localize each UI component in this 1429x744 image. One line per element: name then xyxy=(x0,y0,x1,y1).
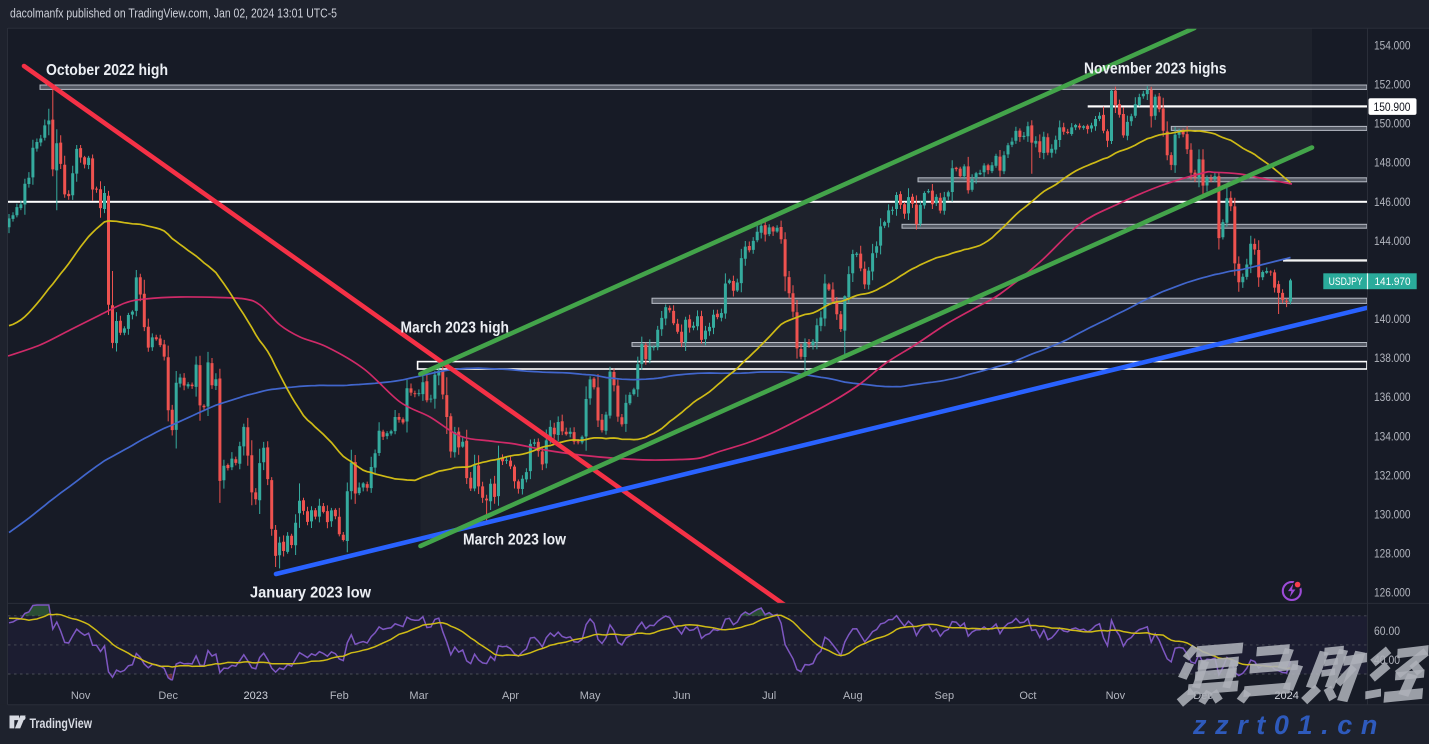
svg-text:Nov: Nov xyxy=(71,690,91,702)
svg-text:136.000: 136.000 xyxy=(1374,390,1411,404)
svg-text:USDJPY: USDJPY xyxy=(1329,276,1363,288)
svg-text:November 2023 highs: November 2023 highs xyxy=(1084,61,1227,78)
svg-text:150.900: 150.900 xyxy=(1374,100,1411,114)
svg-text:146.000: 146.000 xyxy=(1374,195,1411,209)
svg-text:zzrt01.cn: zzrt01.cn xyxy=(1192,710,1386,739)
svg-text:2023: 2023 xyxy=(244,690,268,702)
svg-text:Apr: Apr xyxy=(502,690,519,702)
svg-text:140.000: 140.000 xyxy=(1374,312,1411,326)
svg-text:128.000: 128.000 xyxy=(1374,547,1411,561)
svg-text:Feb: Feb xyxy=(330,690,349,702)
svg-text:Jun: Jun xyxy=(673,690,691,702)
svg-text:152.000: 152.000 xyxy=(1374,78,1411,92)
svg-text:TradingView: TradingView xyxy=(30,716,93,731)
svg-text:154.000: 154.000 xyxy=(1374,39,1411,53)
svg-text:126.000: 126.000 xyxy=(1374,586,1411,600)
svg-text:Sep: Sep xyxy=(935,690,955,702)
svg-text:March 2023 high: March 2023 high xyxy=(401,319,510,336)
svg-text:Jul: Jul xyxy=(762,690,776,702)
svg-text:Nov: Nov xyxy=(1106,690,1126,702)
svg-text:May: May xyxy=(580,690,601,702)
svg-text:Mar: Mar xyxy=(409,690,428,702)
svg-text:Oct: Oct xyxy=(1019,690,1036,702)
svg-text:January 2023 low: January 2023 low xyxy=(250,584,372,601)
svg-text:134.000: 134.000 xyxy=(1374,429,1411,443)
svg-text:60.00: 60.00 xyxy=(1374,624,1400,638)
svg-text:138.000: 138.000 xyxy=(1374,351,1411,365)
svg-text:144.000: 144.000 xyxy=(1374,234,1411,248)
svg-text:Dec: Dec xyxy=(158,690,178,702)
svg-text:148.000: 148.000 xyxy=(1374,156,1411,170)
svg-text:Aug: Aug xyxy=(843,690,863,702)
svg-text:130.000: 130.000 xyxy=(1374,508,1411,522)
svg-text:October 2022 high: October 2022 high xyxy=(46,62,168,79)
svg-text:March 2023 low: March 2023 low xyxy=(463,531,567,548)
svg-text:dacolmanfx published on Tradin: dacolmanfx published on TradingView.com,… xyxy=(10,7,337,21)
svg-text:132.000: 132.000 xyxy=(1374,468,1411,482)
svg-text:141.970: 141.970 xyxy=(1375,276,1411,288)
svg-text:150.000: 150.000 xyxy=(1374,117,1411,131)
